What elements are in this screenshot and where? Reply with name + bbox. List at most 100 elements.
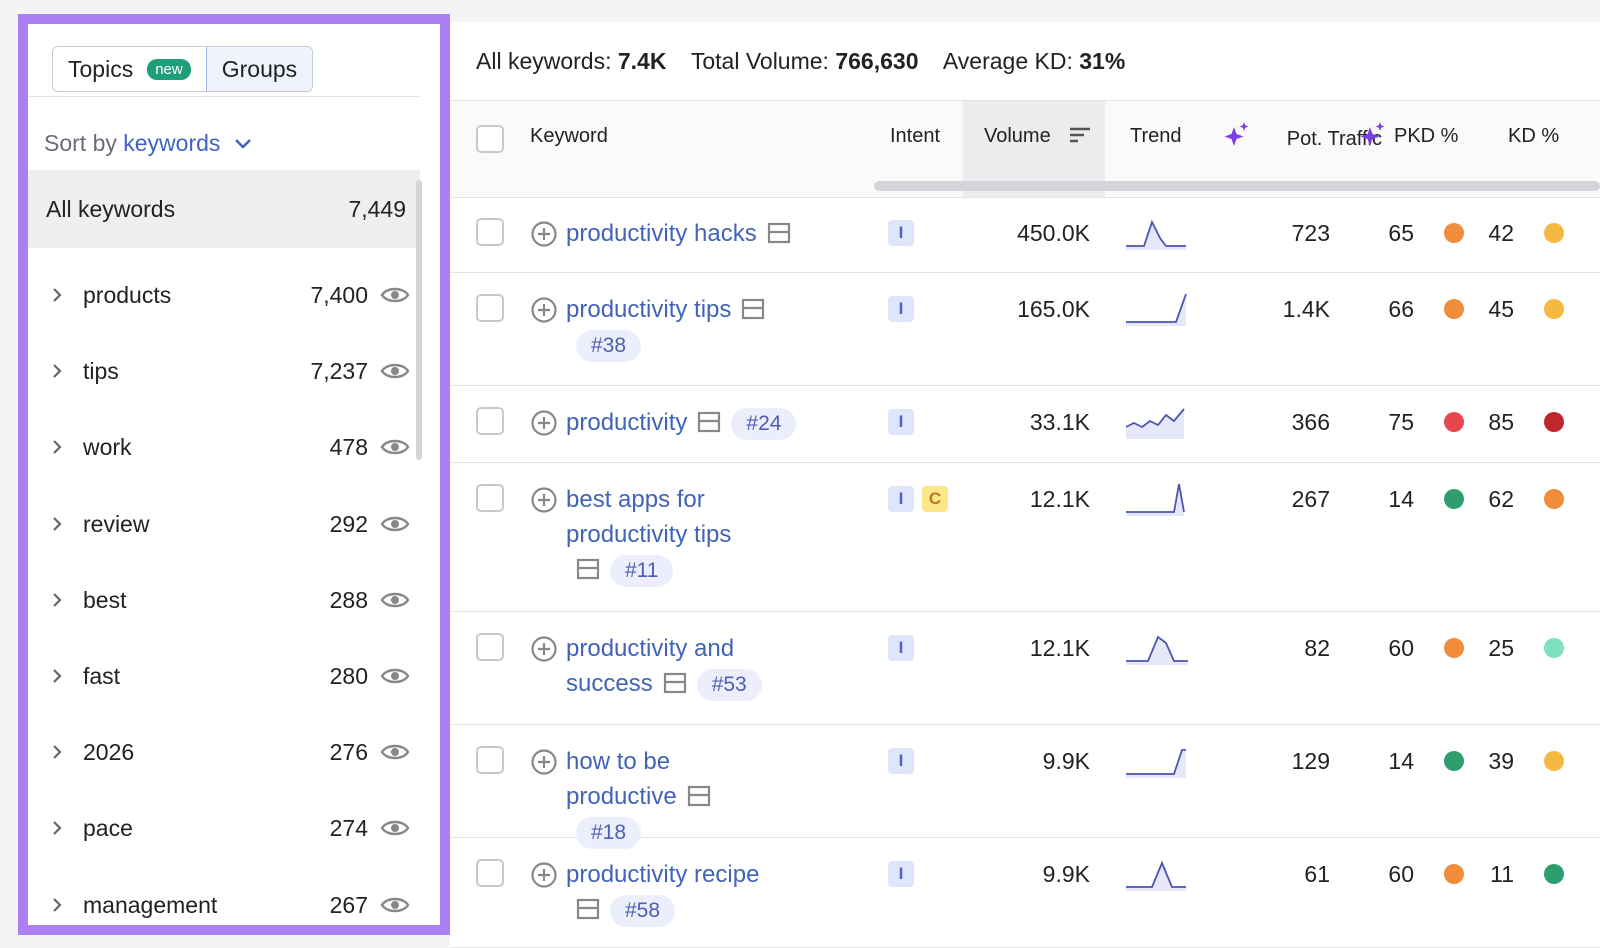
expand-icon[interactable] [50,667,64,685]
group-row[interactable]: best 288 [28,565,420,635]
intent-cell: I [888,409,922,435]
eye-icon[interactable] [380,284,410,306]
group-count: 267 [329,891,368,918]
checkbox[interactable] [476,633,504,661]
expand-icon[interactable] [50,743,64,761]
eye-icon[interactable] [380,436,410,458]
add-icon[interactable] [530,220,558,248]
add-icon[interactable] [530,748,558,776]
position-tag: #11 [610,555,674,587]
potential-traffic: 267 [1291,486,1330,512]
tab[interactable]: Groups [205,47,313,91]
expand-icon[interactable] [50,591,64,609]
group-name: best [83,586,127,613]
group-name: tips [83,358,119,385]
expand-icon[interactable] [50,286,64,304]
serp-icon[interactable] [576,898,600,920]
kd: 45 [1488,296,1514,322]
keyword-link[interactable]: productivity [566,409,688,436]
serp-icon[interactable] [741,298,765,320]
group-row[interactable]: fast 280 [28,641,420,711]
group-count: 276 [329,739,368,766]
summary-value: 7.4K [617,48,667,74]
pkd: 66 [1388,296,1414,322]
all-keywords-row[interactable]: All keywords 7,449 [28,170,420,248]
keyword-link[interactable]: productivity tips [566,296,732,323]
checkbox[interactable] [476,125,504,153]
trend-sparkline [1126,408,1185,439]
tab[interactable]: Topics new [53,47,206,91]
sort-control[interactable]: Sort by keywords [44,130,253,157]
sparkle-icon [1224,122,1249,146]
group-row[interactable]: pace 274 [28,793,420,863]
column-header[interactable]: Volume [984,125,1051,147]
new-badge: new [147,58,191,80]
keyword-link[interactable]: productivity recipe [566,861,760,888]
keyword-link[interactable]: best apps for productivity tips [566,486,732,548]
checkbox[interactable] [476,859,504,887]
group-row[interactable]: products 7,400 [28,260,420,330]
kd-dot [1544,864,1564,884]
add-icon[interactable] [530,861,558,889]
scrollbar [416,180,422,460]
expand-icon[interactable] [50,438,64,456]
group-row[interactable]: work 478 [28,412,420,482]
kd: 11 [1490,861,1514,887]
pkd-dot [1444,751,1464,771]
chevron-icon [234,139,251,149]
potential-traffic: 61 [1304,861,1330,887]
kd: 42 [1488,220,1514,246]
checkbox[interactable] [476,294,504,322]
eye-icon[interactable] [380,589,410,611]
group-row[interactable]: 2026 276 [28,717,420,787]
add-icon[interactable] [530,409,558,437]
serp-icon[interactable] [576,558,600,580]
serp-icon[interactable] [687,785,711,807]
add-icon[interactable] [530,296,558,324]
add-icon[interactable] [530,635,558,663]
expand-icon[interactable] [50,819,64,837]
serp-icon[interactable] [663,672,687,694]
group-name: products [83,282,172,308]
summary: All keywords: 7.4K Total Volume: 766,630… [476,48,1125,75]
expand-icon[interactable] [50,362,64,380]
eye-icon[interactable] [380,817,410,839]
eye-icon[interactable] [380,741,410,763]
group-row[interactable]: review 292 [28,489,420,559]
expand-icon[interactable] [50,896,64,914]
kd-dot [1544,751,1564,771]
keyword-link[interactable]: productivity hacks [566,220,757,247]
trend-sparkline [1126,635,1188,665]
table-row: productivity tips #38 I 165.0K 1.4K 66 45 [450,272,1600,386]
group-row[interactable]: tips 7,237 [28,336,420,406]
volume: 9.9K [1042,748,1090,774]
eye-icon[interactable] [380,665,410,687]
checkbox[interactable] [476,407,504,435]
checkbox[interactable] [476,484,504,512]
intent-cell: I [888,748,922,774]
group-row[interactable]: management 267 [28,870,420,940]
checkbox[interactable] [476,746,504,774]
eye-icon[interactable] [380,894,410,916]
column-header: Keyword [530,125,608,147]
serp-icon[interactable] [697,411,721,433]
checkbox[interactable] [476,218,504,246]
intent-badge: I [888,748,914,774]
volume: 33.1K [1029,409,1090,435]
intent-badge: I [888,409,914,435]
kd: 85 [1488,409,1514,435]
expand-icon[interactable] [50,515,64,533]
pkd: 14 [1388,748,1414,774]
add-icon[interactable] [530,486,558,514]
pkd-dot [1444,299,1464,319]
intent-badge: I [888,486,914,512]
serp-icon[interactable] [767,222,791,244]
intent-cell: I [888,861,922,887]
group-name: All keywords [46,196,176,222]
keyword-link[interactable]: how to be productive [566,748,677,810]
volume: 165.0K [1017,296,1090,322]
eye-icon[interactable] [380,360,410,382]
volume: 12.1K [1029,635,1090,661]
keyword-link[interactable]: productivity and success [566,635,735,697]
eye-icon[interactable] [380,513,410,535]
